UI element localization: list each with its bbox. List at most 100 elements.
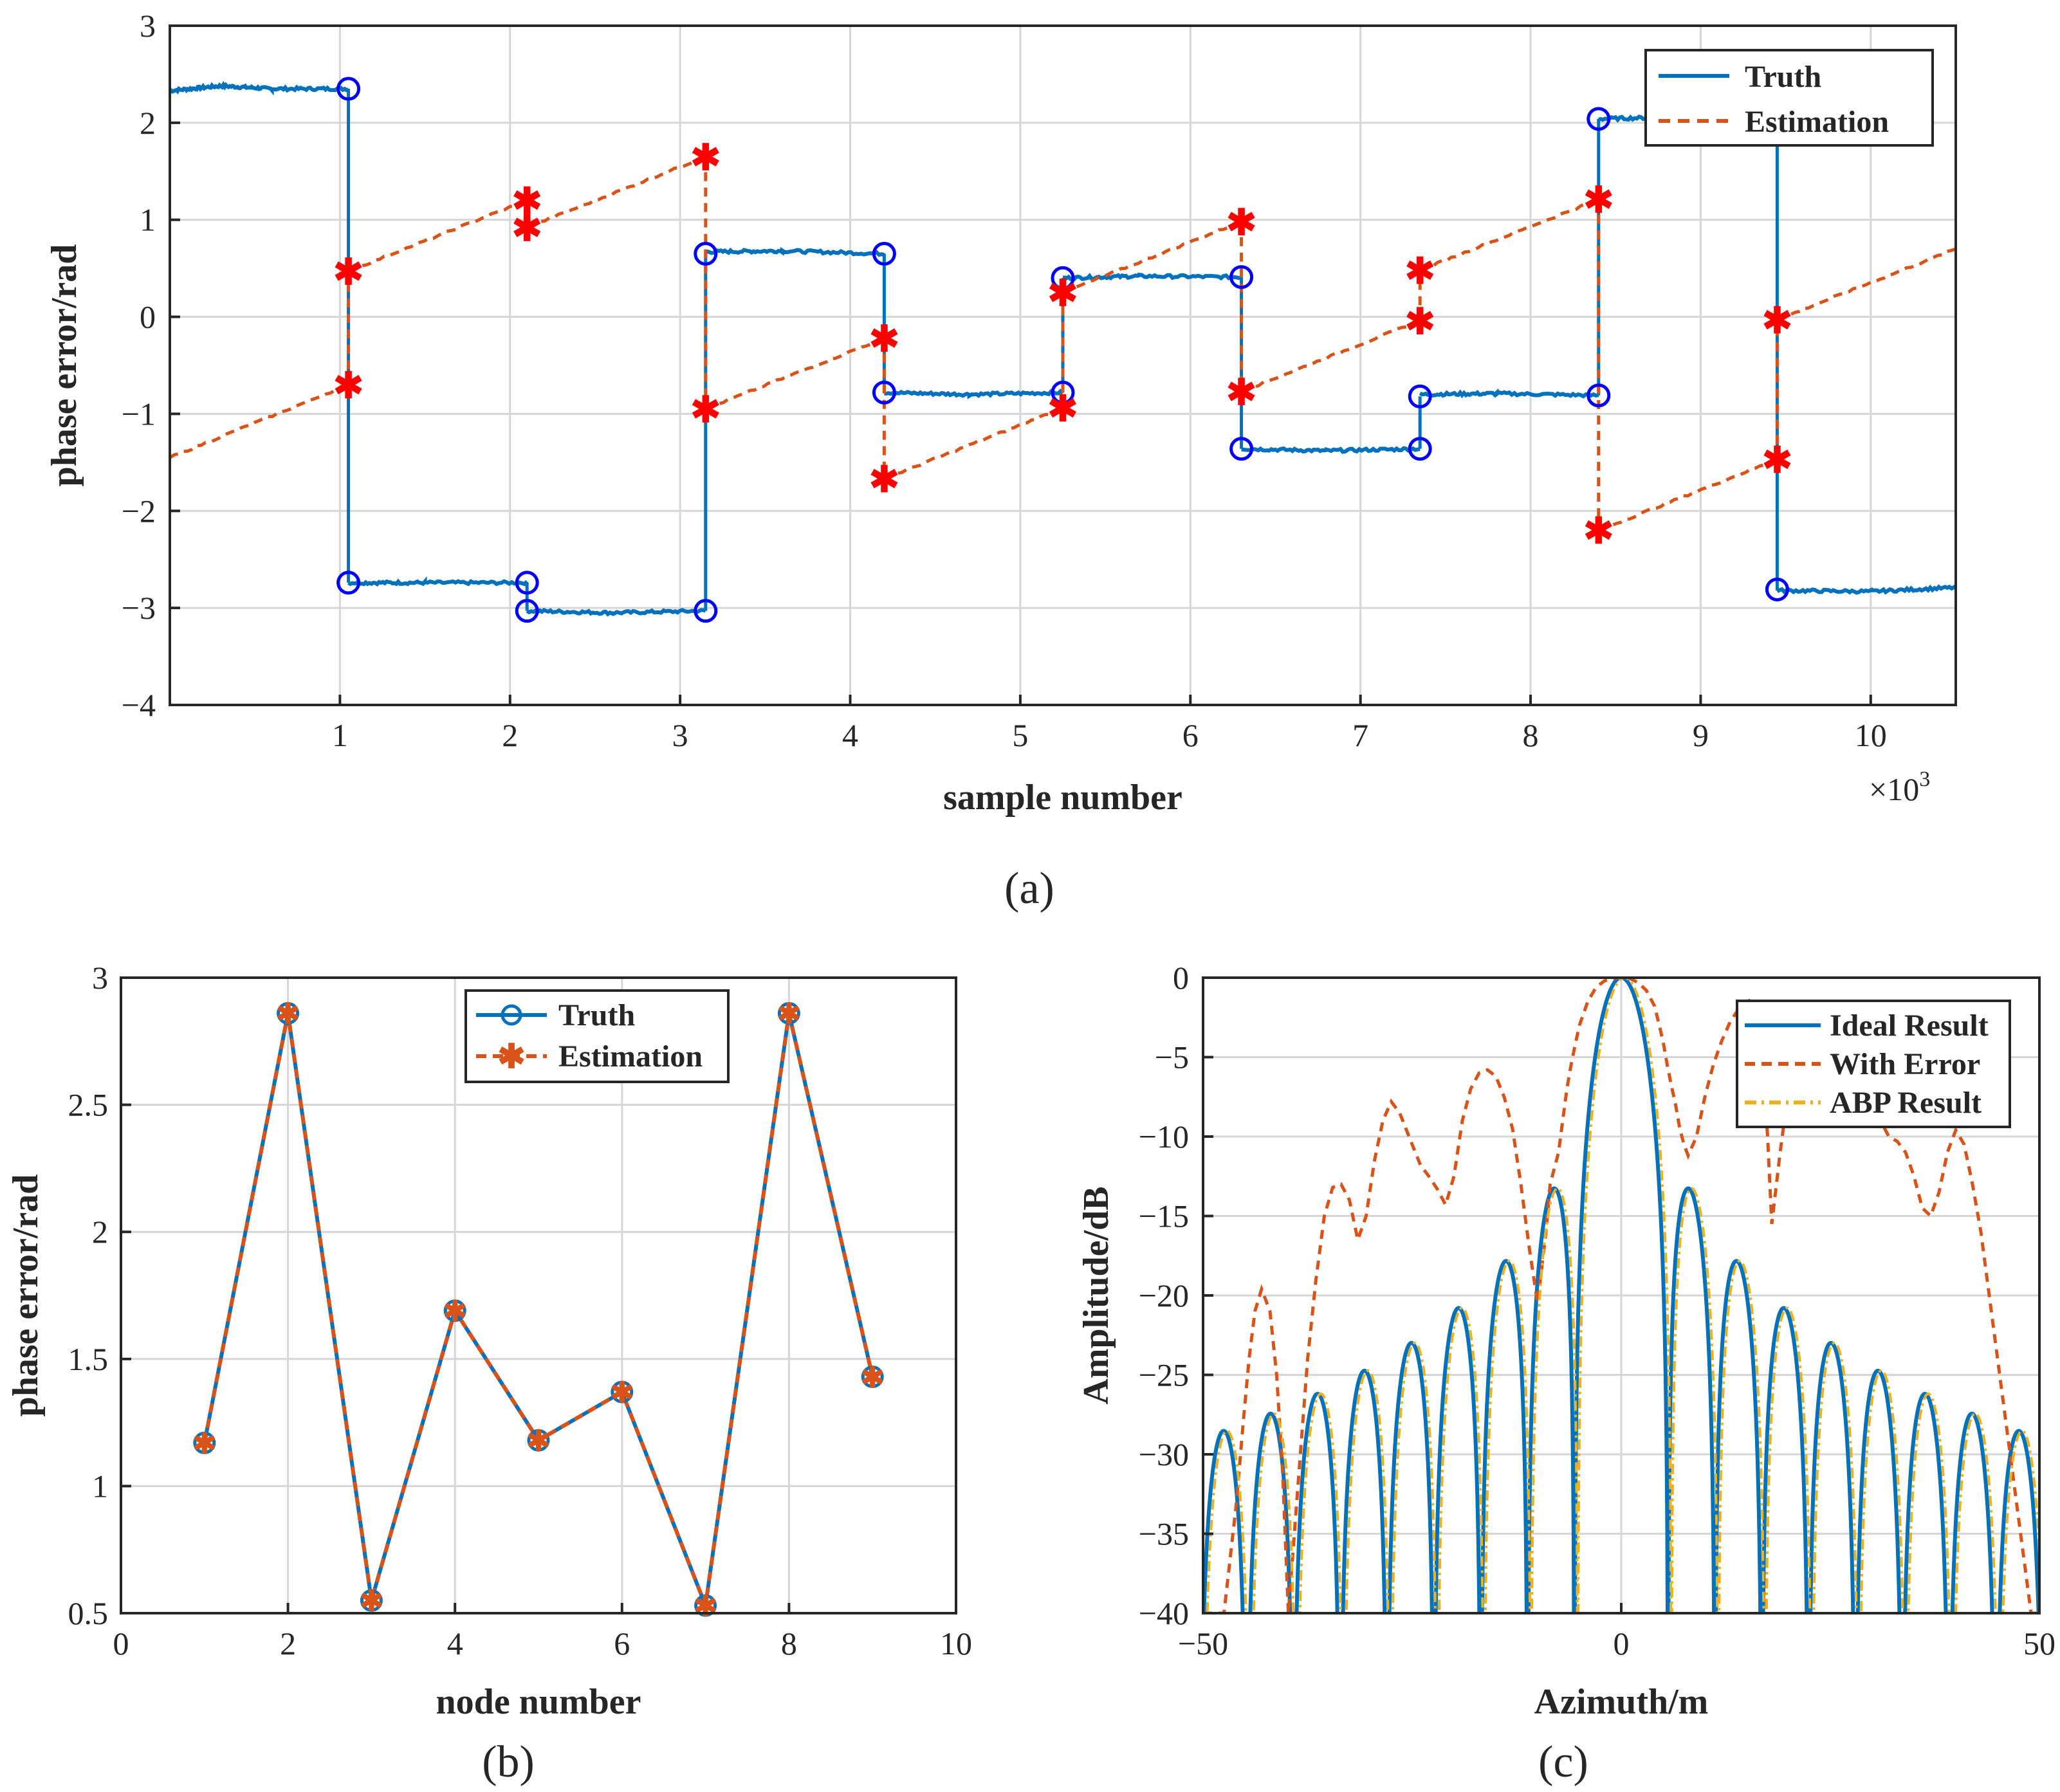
panel-a-estimation-marker: ✱ <box>869 461 899 500</box>
panel-a-ticks: 1 2 3 4 5 6 7 8 9 10 −4 −3 −2 −1 0 1 2 3 <box>122 8 1887 753</box>
panel-a-ytick-label: −2 <box>122 493 156 529</box>
panel-a-ytick-label: −3 <box>122 590 156 626</box>
panel-a-truth-marker <box>1229 265 1254 289</box>
panel-c-ticks: −50 0 50−40−35−30−25−20−15−10−50 <box>1139 960 2055 1661</box>
panel-a-legend-estimation-label: Estimation <box>1745 105 1889 139</box>
panel-a-estimation-marker: ✱ <box>1583 512 1614 552</box>
panel-c-ytick-label: −15 <box>1139 1198 1189 1234</box>
panel-b-truth-point <box>443 1299 466 1322</box>
panel-c-legend: Ideal Result With Error ABP Result <box>1736 1000 2011 1128</box>
panel-b-ytick-label: 1.5 <box>68 1341 109 1377</box>
panel-a-ytick-label: 0 <box>140 299 156 335</box>
panel-a-chart: ✱✱✱✱✱✱✱✱✱✱✱✱✱✱✱✱✱✱ 1 2 3 4 5 6 7 8 9 10−4−3−2−101… <box>44 8 1957 913</box>
panel-a-xtick-label: 4 <box>842 717 858 753</box>
panel-b-xtick-label: 2 <box>280 1625 296 1661</box>
panel-a-truth-segment <box>1419 388 1599 399</box>
panel-a-xtick-label: 3 <box>672 717 688 753</box>
panel-a-truth-marker <box>1408 437 1432 461</box>
panel-a-ytick-label: 3 <box>140 8 156 44</box>
panel-a-caption: (a) <box>1004 864 1054 913</box>
panel-a-x-multiplier: ×103 <box>1869 767 1930 807</box>
panel-a-truth-segment <box>705 246 885 257</box>
panel-a-xtick-label: 7 <box>1352 717 1368 753</box>
panel-b-estimation-point: ✱ <box>694 1591 717 1622</box>
panel-a-estimation-marker: ✱ <box>1762 301 1792 341</box>
panel-c-chart: −50 0 50−40−35−30−25−20−15−10−50 Azimuth/m… <box>1076 960 2055 1787</box>
panel-a-legend: Truth Estimation <box>1644 49 1934 147</box>
panel-a-truth-segment <box>884 389 1064 399</box>
panel-b-ticks: 0 2 4 6 8 10 0.5 1 1.5 2 2.5 3 <box>68 960 973 1661</box>
panel-a-truth-marker <box>1586 107 1611 131</box>
panel-a-truth-marker <box>336 571 361 595</box>
panel-b-estimation-point: ✱ <box>192 1428 216 1459</box>
panel-a-estimation-marker: ✱ <box>512 182 542 222</box>
panel-c-legend-error-label: With Error <box>1830 1047 1980 1081</box>
panel-b-legend-estimation-label: Estimation <box>558 1039 703 1074</box>
panel-b-legend-truth-label: Truth <box>558 998 635 1032</box>
panel-c-ytick-label: −40 <box>1139 1595 1189 1631</box>
panel-b-xtick-label: 0 <box>113 1625 129 1661</box>
panel-a-estimation-marker: ✱ <box>1762 441 1792 480</box>
panel-b-truth-point <box>611 1380 634 1403</box>
panel-a-estimation-marker: ✱ <box>1583 181 1614 221</box>
panel-b-xtick-label: 10 <box>940 1625 972 1661</box>
panel-b-truth-point <box>861 1365 884 1388</box>
panel-b-series: ✱ ✱ ✱ ✱ ✱ ✱ ✱ ✱ ✱ <box>192 998 884 1622</box>
panel-c-caption: (c) <box>1538 1737 1588 1787</box>
panel-a-estimation-segment <box>526 156 706 229</box>
panel-a-xtick-label: 8 <box>1523 717 1539 753</box>
panel-a-truth-marker <box>872 242 896 266</box>
panel-c-ytick-label: 0 <box>1173 960 1189 996</box>
panel-a-xtick-label: 10 <box>1855 717 1887 753</box>
panel-c-legend-ideal-label: Ideal Result <box>1830 1009 1989 1043</box>
panel-c-legend-abp-label: ABP Result <box>1830 1086 1982 1120</box>
panel-a-truth-marker <box>1229 437 1254 461</box>
panel-b-caption: (b) <box>482 1737 535 1787</box>
panel-b-estimation-point: ✱ <box>276 998 300 1030</box>
panel-a-truth-segment <box>1776 584 1957 595</box>
panel-a-ytick-label: −1 <box>122 396 156 432</box>
panel-c-ytick-label: −35 <box>1139 1516 1189 1552</box>
panel-a-truth-segment <box>347 576 529 587</box>
panel-a-truth-segment <box>169 80 349 96</box>
panel-b-axes-box <box>120 976 957 1614</box>
panel-c-xtick-label: 50 <box>2023 1625 2055 1661</box>
panel-a-estimation-marker: ✱ <box>690 390 721 430</box>
panel-a-ylabel: phase error/rad <box>44 244 84 487</box>
panel-b-ytick-label: 2.5 <box>68 1087 109 1123</box>
panel-b-chart: ✱ ✱ ✱ ✱ ✱ ✱ ✱ ✱ ✱ 0 2 4 6 8 10 0.5 1 1.5 2 2.5 3 node numbe… <box>6 960 972 1787</box>
panel-c-xlabel: Azimuth/m <box>1534 1682 1709 1722</box>
panel-a-estimation-segment <box>169 382 349 459</box>
panel-b-ytick-label: 2 <box>92 1214 108 1250</box>
panel-a-estimation-marker: ✱ <box>1226 373 1256 413</box>
panel-a-truth-marker <box>694 599 718 623</box>
panel-b-truth-line <box>202 1012 875 1613</box>
panel-a-estimation-segment <box>1241 320 1421 394</box>
panel-c-ytick-label: −5 <box>1155 1039 1189 1075</box>
panel-b-estimation-point: ✱ <box>861 1362 885 1393</box>
panel-a-estimation-segment <box>1598 458 1778 531</box>
panel-a-truth-marker <box>515 571 539 595</box>
panel-b-legend-estimation-marker: ✱ <box>497 1039 526 1075</box>
panel-b-estimation-point: ✱ <box>443 1296 467 1328</box>
panel-a-estimation-segment <box>704 336 885 411</box>
panel-a-truth-marker <box>1586 383 1611 408</box>
panel-a-truth-marker <box>336 77 361 101</box>
panel-b-truth-point <box>694 1594 717 1617</box>
panel-b-truth-point <box>360 1589 383 1612</box>
panel-c-ylabel: Amplitude/dB <box>1076 1186 1116 1404</box>
panel-a-truth-marker <box>1051 266 1075 290</box>
panel-a-estimation-segment <box>347 198 528 274</box>
panel-b-estimation-point: ✱ <box>777 998 801 1030</box>
panel-b-truth-point <box>277 1001 300 1025</box>
panel-a-estimation-marker: ✱ <box>690 138 721 178</box>
panel-b-xlabel: node number <box>436 1682 641 1722</box>
panel-a-xtick-label: 6 <box>1182 717 1199 753</box>
panel-a-truth-segment <box>1062 272 1242 282</box>
panel-c-ytick-label: −10 <box>1139 1119 1189 1155</box>
panel-b-estimation-line <box>202 1012 875 1613</box>
panel-a-xlabel: sample number <box>943 778 1182 818</box>
panel-a-truth-segment <box>526 607 706 617</box>
panel-b-estimation-point: ✱ <box>610 1377 634 1409</box>
